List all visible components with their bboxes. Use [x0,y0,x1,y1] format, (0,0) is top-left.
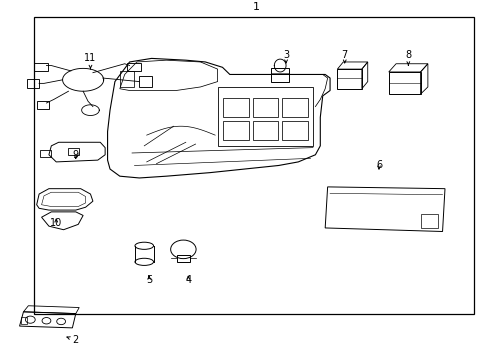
Bar [252,98,278,117]
Bar [68,148,79,155]
Text: 9: 9 [73,150,79,160]
Bar [120,71,134,87]
Bar [337,69,361,89]
Bar [34,17,473,314]
Text: 6: 6 [375,161,381,171]
Bar [40,150,51,157]
Bar [223,98,248,117]
Bar [217,87,312,146]
Bar [177,255,189,262]
Bar [20,317,27,324]
Text: 11: 11 [84,53,97,69]
Bar [388,72,420,94]
Text: 5: 5 [146,275,152,285]
Text: 7: 7 [341,50,347,63]
Bar [223,121,248,140]
Bar [252,121,278,140]
Bar [420,213,437,228]
Text: 10: 10 [50,217,62,228]
Text: 1: 1 [253,2,260,12]
Text: 2: 2 [67,336,79,345]
Bar [282,121,307,140]
Text: 4: 4 [185,275,191,285]
Text: 8: 8 [405,50,410,66]
Text: 3: 3 [283,50,288,63]
Bar [282,98,307,117]
